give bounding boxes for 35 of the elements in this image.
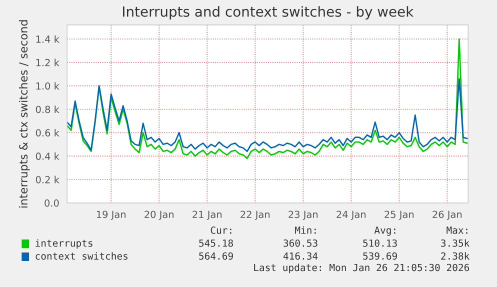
y-tick-label: 0.6 k xyxy=(36,128,60,136)
y-tick-label: 1.2 k xyxy=(36,58,60,66)
legend-label: context switches xyxy=(36,252,128,260)
x-tick-label: 25 Jan xyxy=(384,210,414,220)
text: 539.69 xyxy=(363,252,397,260)
text: 545.18 xyxy=(199,239,233,247)
text: Min: xyxy=(295,226,316,234)
x-tick-label: 23 Jan xyxy=(288,210,318,220)
line-series xyxy=(67,78,468,152)
y-axis-title: interrupts & ctx switches / second xyxy=(18,20,30,208)
text: Last update: Mon Jan 26 21:05:30 2026 xyxy=(254,264,470,274)
text: 360.53 xyxy=(284,239,318,247)
x-tick-label: 22 Jan xyxy=(240,210,270,220)
text: 3.35k xyxy=(441,239,470,247)
text: Max: xyxy=(446,226,468,234)
text: 416.34 xyxy=(283,252,318,260)
line-series xyxy=(67,38,468,160)
x-tick-label: 26 Jan xyxy=(432,210,462,220)
x-tick-label: 21 Jan xyxy=(192,210,222,220)
y-tick-label: 0.8 k xyxy=(36,106,60,114)
text: 510.13 xyxy=(363,239,397,247)
y-tick-label: 0.4 k xyxy=(36,152,60,160)
chart-title: Interrupts and context switches - by week xyxy=(123,6,414,20)
y-tick-label: 1.0 k xyxy=(36,82,60,90)
x-tick-label: 19 Jan xyxy=(96,210,126,220)
text: 564.69 xyxy=(199,252,233,260)
text: 2.38k xyxy=(441,252,470,260)
legend-label: interrupts xyxy=(36,239,92,249)
text: Avg: xyxy=(374,226,396,236)
text: Cur: xyxy=(210,226,232,234)
x-tick-label: 24 Jan xyxy=(336,210,366,220)
y-tick-label: 0.0 xyxy=(44,199,59,207)
y-tick-label: 0.2 k xyxy=(36,176,60,184)
x-tick-label: 20 Jan xyxy=(144,210,174,220)
y-tick-label: 1.4 k xyxy=(36,35,60,43)
